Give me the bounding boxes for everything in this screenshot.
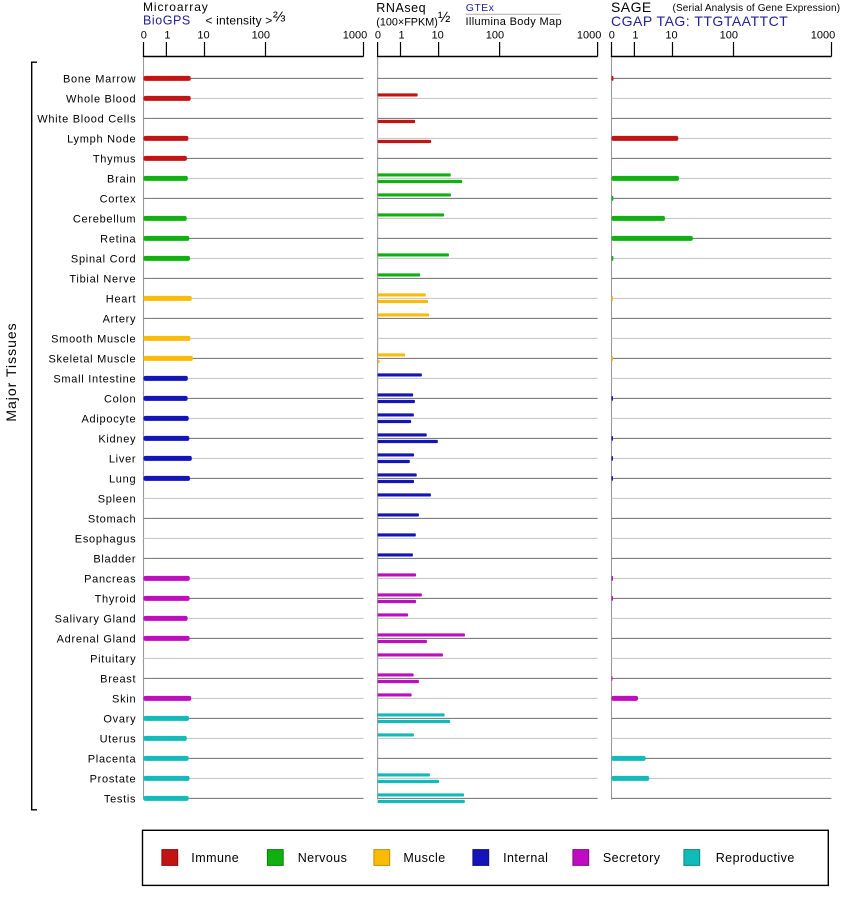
svg-text:Pancreas: Pancreas xyxy=(84,573,136,585)
svg-text:Small Intestine: Small Intestine xyxy=(53,373,136,385)
svg-text:Microarray: Microarray xyxy=(143,0,209,14)
svg-text:Heart: Heart xyxy=(106,293,137,305)
svg-text:GTEx: GTEx xyxy=(466,2,495,14)
svg-text:Ovary: Ovary xyxy=(103,713,136,725)
svg-text:Lymph Node: Lymph Node xyxy=(67,133,136,145)
svg-text:Secretory: Secretory xyxy=(603,851,661,865)
svg-text:10: 10 xyxy=(197,30,209,42)
svg-text:Stomach: Stomach xyxy=(88,513,136,525)
svg-text:SAGE: SAGE xyxy=(611,0,652,15)
svg-text:Major Tissues: Major Tissues xyxy=(3,322,19,421)
svg-text:Esophagus: Esophagus xyxy=(75,533,137,545)
svg-text:1: 1 xyxy=(164,30,170,42)
svg-text:Artery: Artery xyxy=(103,313,137,325)
svg-text:White Blood Cells: White Blood Cells xyxy=(37,113,136,125)
svg-text:BioGPS: BioGPS xyxy=(143,13,191,27)
svg-text:0: 0 xyxy=(141,30,147,42)
svg-text:Whole Blood: Whole Blood xyxy=(66,93,136,105)
svg-text:Tibial Nerve: Tibial Nerve xyxy=(69,273,136,285)
svg-text:Muscle: Muscle xyxy=(403,851,445,865)
svg-text:Illumina Body Map: Illumina Body Map xyxy=(466,16,562,28)
svg-text:0: 0 xyxy=(375,30,381,42)
svg-text:Bladder: Bladder xyxy=(93,553,136,565)
svg-text:10: 10 xyxy=(665,30,677,42)
svg-text:Placenta: Placenta xyxy=(88,753,137,765)
svg-text:Salivary Gland: Salivary Gland xyxy=(55,613,137,625)
svg-text:Uterus: Uterus xyxy=(100,733,137,745)
svg-text:Skin: Skin xyxy=(112,693,136,705)
svg-text:Testis: Testis xyxy=(104,793,136,805)
svg-text:Immune: Immune xyxy=(191,851,239,865)
svg-text:Adipocyte: Adipocyte xyxy=(82,413,137,425)
svg-text:Retina: Retina xyxy=(100,233,136,245)
svg-text:Smooth Muscle: Smooth Muscle xyxy=(51,333,136,345)
svg-text:0: 0 xyxy=(609,30,615,42)
svg-text:Reproductive: Reproductive xyxy=(716,851,795,865)
svg-text:CGAP TAG: TTGTAATTCT: CGAP TAG: TTGTAATTCT xyxy=(611,13,788,29)
svg-text:Spinal Cord: Spinal Cord xyxy=(71,253,136,265)
svg-text:Cortex: Cortex xyxy=(100,193,137,205)
svg-text:100: 100 xyxy=(252,30,270,42)
svg-text:1000: 1000 xyxy=(811,30,835,42)
svg-text:< intensity >⅔: < intensity >⅔ xyxy=(206,8,286,27)
svg-text:Adrenal Gland: Adrenal Gland xyxy=(57,633,137,645)
svg-text:Nervous: Nervous xyxy=(298,851,348,865)
svg-text:RNAseq: RNAseq xyxy=(376,1,426,15)
svg-text:Bone Marrow: Bone Marrow xyxy=(63,73,136,85)
svg-text:Pituitary: Pituitary xyxy=(90,653,136,665)
svg-text:Skeletal Muscle: Skeletal Muscle xyxy=(48,353,136,365)
svg-text:10: 10 xyxy=(431,30,443,42)
svg-text:1: 1 xyxy=(632,30,638,42)
svg-text:Lung: Lung xyxy=(109,473,136,485)
svg-text:Internal: Internal xyxy=(503,851,548,865)
svg-text:(Serial Analysis of Gene Expre: (Serial Analysis of Gene Expression) xyxy=(673,3,841,14)
svg-text:Liver: Liver xyxy=(109,453,136,465)
svg-text:Brain: Brain xyxy=(107,173,136,185)
svg-text:1000: 1000 xyxy=(343,30,367,42)
svg-text:100: 100 xyxy=(720,30,738,42)
svg-text:Spleen: Spleen xyxy=(98,493,137,505)
svg-text:Thyroid: Thyroid xyxy=(95,593,137,605)
svg-text:Kidney: Kidney xyxy=(98,433,136,445)
svg-text:Cerebellum: Cerebellum xyxy=(73,213,136,225)
svg-text:Colon: Colon xyxy=(104,393,136,405)
svg-text:100: 100 xyxy=(486,30,504,42)
svg-text:Thymus: Thymus xyxy=(93,153,136,165)
svg-text:1: 1 xyxy=(398,30,404,42)
svg-text:1000: 1000 xyxy=(577,30,601,42)
svg-text:Prostate: Prostate xyxy=(90,773,137,785)
svg-text:Breast: Breast xyxy=(100,673,136,685)
